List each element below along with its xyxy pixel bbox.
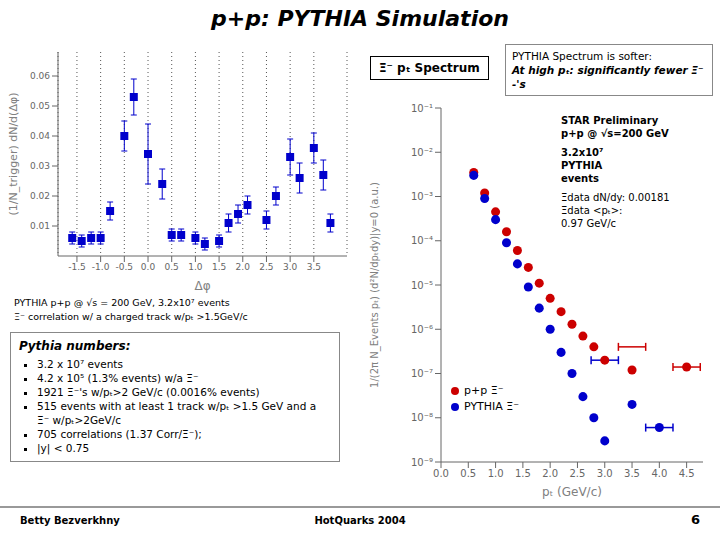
svg-text:3.5: 3.5 (307, 262, 321, 272)
html-text:1921 Ξ⁻'s w/pₜ>2 GeV/c (0.0016: 1921 Ξ⁻'s w/pₜ>2 GeV/c (0.0016% events) (37, 386, 260, 398)
svg-text:1/(2π N_Events pₜ) (d²N/dpₜdy): 1/(2π N_Events pₜ) (d²N/dpₜdy)|y=0 (a.u.… (369, 182, 381, 388)
html-text:HotQuarks 2004: HotQuarks 2004 (314, 515, 406, 526)
svg-text:0.04: 0.04 (30, 131, 50, 141)
svg-text:Δφ: Δφ (194, 279, 210, 293)
svg-text:pₜ (GeV/c): pₜ (GeV/c) (542, 485, 602, 499)
html-text:515 events with at least 1 tra: 515 events with at least 1 track w/pₜ >1… (37, 400, 317, 426)
html-text:PYTHIA p+p @ √s = 200 GeV, 3.2: PYTHIA p+p @ √s = 200 GeV, 3.2x10⁷ event… (14, 297, 230, 308)
html-text:3.2x10⁷ PYTHIA events: 3.2x10⁷ PYTHIA events (561, 147, 604, 184)
svg-text:1.5: 1.5 (515, 468, 531, 479)
svg-text:10⁻⁷: 10⁻⁷ (411, 368, 433, 379)
svg-text:0.02: 0.02 (30, 191, 50, 201)
svg-text:10⁻¹: 10⁻¹ (411, 103, 433, 114)
html-text:Ξ⁻ correlation w/ a charged tr: Ξ⁻ correlation w/ a charged track w/pₜ >… (14, 311, 248, 322)
svg-text:10⁻⁸: 10⁻⁸ (411, 412, 433, 423)
svg-text:0.01: 0.01 (30, 221, 50, 231)
html-text:p+p Ξ⁻: p+p Ξ⁻ (464, 384, 504, 397)
html-text:|y| < 0.75: |y| < 0.75 (37, 442, 90, 454)
html-text:Pythia numbers:: Pythia numbers: (19, 339, 131, 353)
svg-text:3.0: 3.0 (597, 468, 613, 479)
svg-text:-1.5: -1.5 (68, 262, 86, 272)
svg-text:0.05: 0.05 (30, 101, 50, 111)
svg-text:2.0: 2.0 (542, 468, 558, 479)
html-text:Ξdata dN/dy: 0.00181 Ξdata <pₜ: Ξdata dN/dy: 0.00181 Ξdata <pₜ>: 0.97 Ge… (561, 192, 670, 229)
html-text:3.2 x 10⁷ events: 3.2 x 10⁷ events (37, 358, 123, 370)
svg-text:0.06: 0.06 (30, 71, 50, 81)
svg-text:-1.0: -1.0 (92, 262, 110, 272)
svg-text:2.0: 2.0 (236, 262, 251, 272)
svg-text:1.0: 1.0 (488, 468, 504, 479)
html-text:p+p: PYTHIA Simulation: p+p: PYTHIA Simulation (211, 6, 509, 31)
html-text:705 correlations (1.37 Corr/Ξ⁻: 705 correlations (1.37 Corr/Ξ⁻); (37, 428, 202, 440)
svg-text:10⁻⁴: 10⁻⁴ (411, 235, 433, 246)
svg-text:4.5: 4.5 (679, 468, 695, 479)
html-text:Ξ⁻ pₜ Spectrum: Ξ⁻ pₜ Spectrum (379, 61, 480, 75)
svg-text:10⁻⁵: 10⁻⁵ (411, 280, 433, 291)
html-text:At high pₜ: significantly fewe: At high pₜ: significantly fewer Ξ⁻ -'s (512, 64, 704, 90)
svg-text:3.5: 3.5 (624, 468, 640, 479)
svg-text:3.0: 3.0 (283, 262, 298, 272)
html-text:STAR Preliminary p+p @ √s=200: STAR Preliminary p+p @ √s=200 GeV (561, 115, 669, 139)
html-text:6: 6 (691, 512, 700, 527)
svg-text:2.5: 2.5 (570, 468, 586, 479)
svg-text:10⁻³: 10⁻³ (411, 191, 433, 202)
svg-text:0.5: 0.5 (460, 468, 476, 479)
svg-text:1.0: 1.0 (188, 262, 203, 272)
svg-text:-0.5: -0.5 (116, 262, 134, 272)
svg-text:0.5: 0.5 (165, 262, 179, 272)
html-text:Betty Bezverkhny: Betty Bezverkhny (20, 515, 120, 526)
html-text:PYTHIA Ξ⁻: PYTHIA Ξ⁻ (464, 400, 520, 413)
svg-text:2.5: 2.5 (259, 262, 273, 272)
html-text:4.2 x 10⁵ (1.3% events) w/a Ξ⁻: 4.2 x 10⁵ (1.3% events) w/a Ξ⁻ (37, 372, 199, 384)
svg-text:10⁻⁹: 10⁻⁹ (411, 457, 433, 468)
html-text:PYTHIA Spectrum is softer:: PYTHIA Spectrum is softer: (512, 50, 652, 62)
svg-text:0.0: 0.0 (433, 468, 449, 479)
svg-text:0.03: 0.03 (30, 161, 50, 171)
svg-text:10⁻⁶: 10⁻⁶ (411, 324, 433, 335)
svg-text:4.0: 4.0 (651, 468, 667, 479)
svg-text:10⁻²: 10⁻² (411, 147, 433, 158)
svg-text:1.5: 1.5 (212, 262, 226, 272)
svg-text:(1/N_trigger) dN/d(Δφ): (1/N_trigger) dN/d(Δφ) (8, 93, 20, 216)
svg-text:0.0: 0.0 (141, 262, 156, 272)
